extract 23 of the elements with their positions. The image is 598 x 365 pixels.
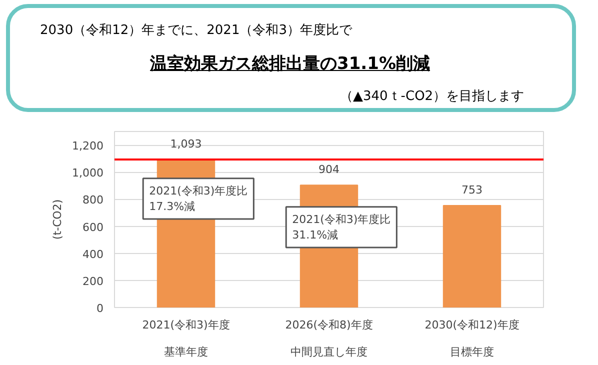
text: （▲340ｔ-CO2）を目指します bbox=[340, 88, 524, 106]
chart-title: 2030（令和12）年までに、2021（令和3）年度比で bbox=[40, 22, 352, 40]
y-tick-label: 600 bbox=[82, 220, 104, 234]
y-tick-label: 0 bbox=[96, 302, 104, 315]
y-tick-label: 1,200 bbox=[72, 140, 104, 153]
text: 目標年度 bbox=[450, 346, 494, 358]
y-tick-label: 200 bbox=[82, 274, 104, 288]
x-tick-label: 2021(令和3)年度 bbox=[142, 318, 230, 332]
text: 基準年度 bbox=[164, 346, 208, 358]
chart-subtitle: 温室効果ガス総排出量の31.1%削減 bbox=[150, 53, 430, 76]
data-label: 753 bbox=[462, 184, 482, 197]
x-tick-label: 2026(令和8)年度 bbox=[285, 318, 373, 332]
data-label: 1,093 bbox=[170, 138, 202, 151]
x-tick-label: 2030(令和12)年度 bbox=[424, 318, 520, 332]
annotation: 2021(令和3)年度比 31.1%減 bbox=[292, 212, 391, 242]
annotation: 2021(令和3)年度比 17.3%減 bbox=[149, 184, 248, 213]
bar bbox=[442, 205, 502, 308]
y-tick-label: 1,000 bbox=[72, 166, 104, 180]
y-tick-label: 400 bbox=[82, 248, 104, 261]
y-tick-label: 800 bbox=[82, 194, 104, 207]
text: 中間見直し年度 bbox=[290, 346, 368, 358]
y-axis-title: (t-CO2) bbox=[51, 199, 64, 240]
data-label: 904 bbox=[318, 163, 340, 176]
